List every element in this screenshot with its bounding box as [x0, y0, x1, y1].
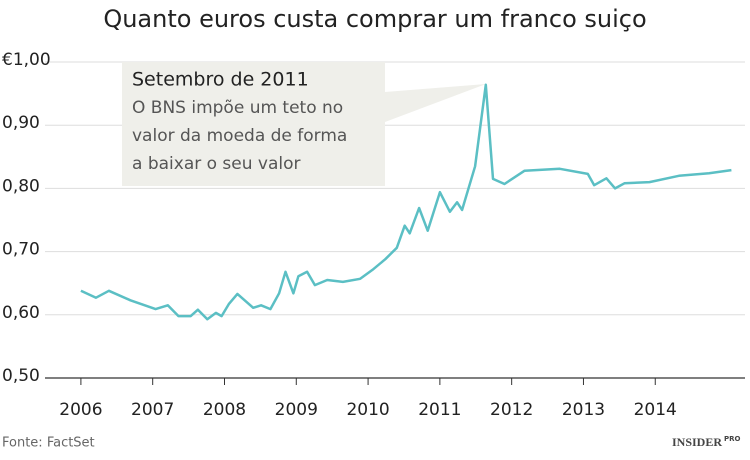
x-tick-label: 2014	[634, 400, 677, 420]
x-tick-label: 2012	[490, 400, 533, 420]
x-tick-label: 2006	[59, 400, 102, 420]
x-tick-label: 2010	[346, 400, 389, 420]
y-tick-label: 0,80	[2, 176, 40, 196]
y-tick-label: 0,50	[2, 366, 40, 386]
annotation-box	[122, 62, 385, 186]
annotation-title: Setembro de 2011	[132, 69, 309, 91]
chart-title: Quanto euros custa comprar um franco sui…	[103, 5, 646, 33]
annotation-text: valor da moeda de forma	[132, 126, 347, 146]
x-tick-label: 2007	[131, 400, 174, 420]
x-tick-label: 2013	[562, 400, 605, 420]
y-tick-label: 0,70	[2, 240, 40, 260]
annotation-text: O BNS impõe um teto no	[132, 98, 343, 118]
y-tick-label: 0,90	[2, 113, 40, 133]
source: Fonte: FactSet	[2, 436, 95, 451]
callout-pointer	[385, 84, 486, 122]
logo-badge: PRO	[724, 435, 741, 443]
data-line	[80, 83, 732, 321]
x-tick-label: 2008	[203, 400, 246, 420]
x-tick-label: 2011	[418, 400, 461, 420]
x-tick-label: 2009	[275, 400, 318, 420]
annotation-text: a baixar o seu valor	[132, 154, 301, 174]
y-tick-label: 0,60	[2, 303, 40, 323]
logo: INSIDER	[672, 435, 722, 449]
y-tick-label: €1,00	[2, 50, 51, 70]
